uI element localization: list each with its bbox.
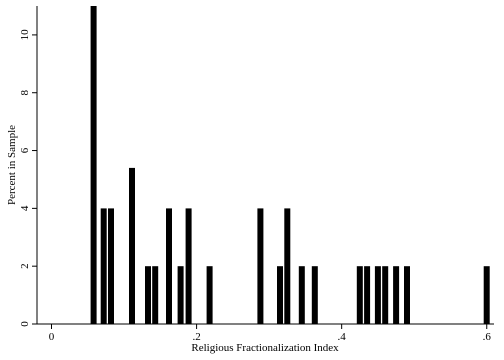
bar-12 — [277, 266, 283, 324]
bar-3 — [129, 167, 135, 324]
bar-9 — [185, 208, 192, 324]
bar-6 — [152, 266, 159, 324]
bar-4 — [129, 266, 135, 324]
y-tick-label: 10 — [19, 29, 31, 41]
bar-1 — [100, 208, 107, 324]
bar-19 — [382, 266, 389, 324]
bar-11 — [257, 208, 264, 324]
x-tick-label: .6 — [483, 331, 492, 343]
bar-10 — [206, 266, 213, 324]
bar-2 — [108, 208, 114, 324]
y-tick-label: 6 — [19, 147, 31, 153]
bar-14 — [298, 266, 305, 324]
bar-15 — [311, 266, 318, 324]
bar-21 — [404, 266, 410, 324]
bar-22 — [483, 266, 490, 324]
bar-20 — [393, 266, 400, 324]
bar-8 — [177, 266, 184, 324]
bar-18 — [374, 266, 381, 324]
x-axis-label: Religious Fractionalization Index — [191, 342, 339, 354]
bar-16 — [356, 266, 363, 324]
x-tick-label: .2 — [192, 331, 200, 343]
y-axis-label: Percent in Sample — [6, 125, 18, 205]
x-tick-label: .4 — [338, 331, 347, 343]
y-ticks-group: 0 2 4 6 8 10 — [19, 29, 37, 327]
bar-5 — [145, 266, 151, 324]
y-tick-label: 0 — [19, 321, 31, 327]
x-tick-label: 0 — [49, 331, 55, 343]
bar-7 — [166, 208, 172, 324]
bars-group — [90, 6, 490, 324]
y-tick-label: 4 — [19, 205, 31, 211]
y-tick-label: 8 — [19, 89, 31, 95]
bar-17 — [364, 266, 371, 324]
bar-13 — [284, 208, 291, 324]
y-tick-label: 2 — [19, 263, 31, 269]
bar-0 — [90, 6, 97, 324]
x-ticks-group: 0 .2 .4 .6 — [49, 324, 492, 343]
